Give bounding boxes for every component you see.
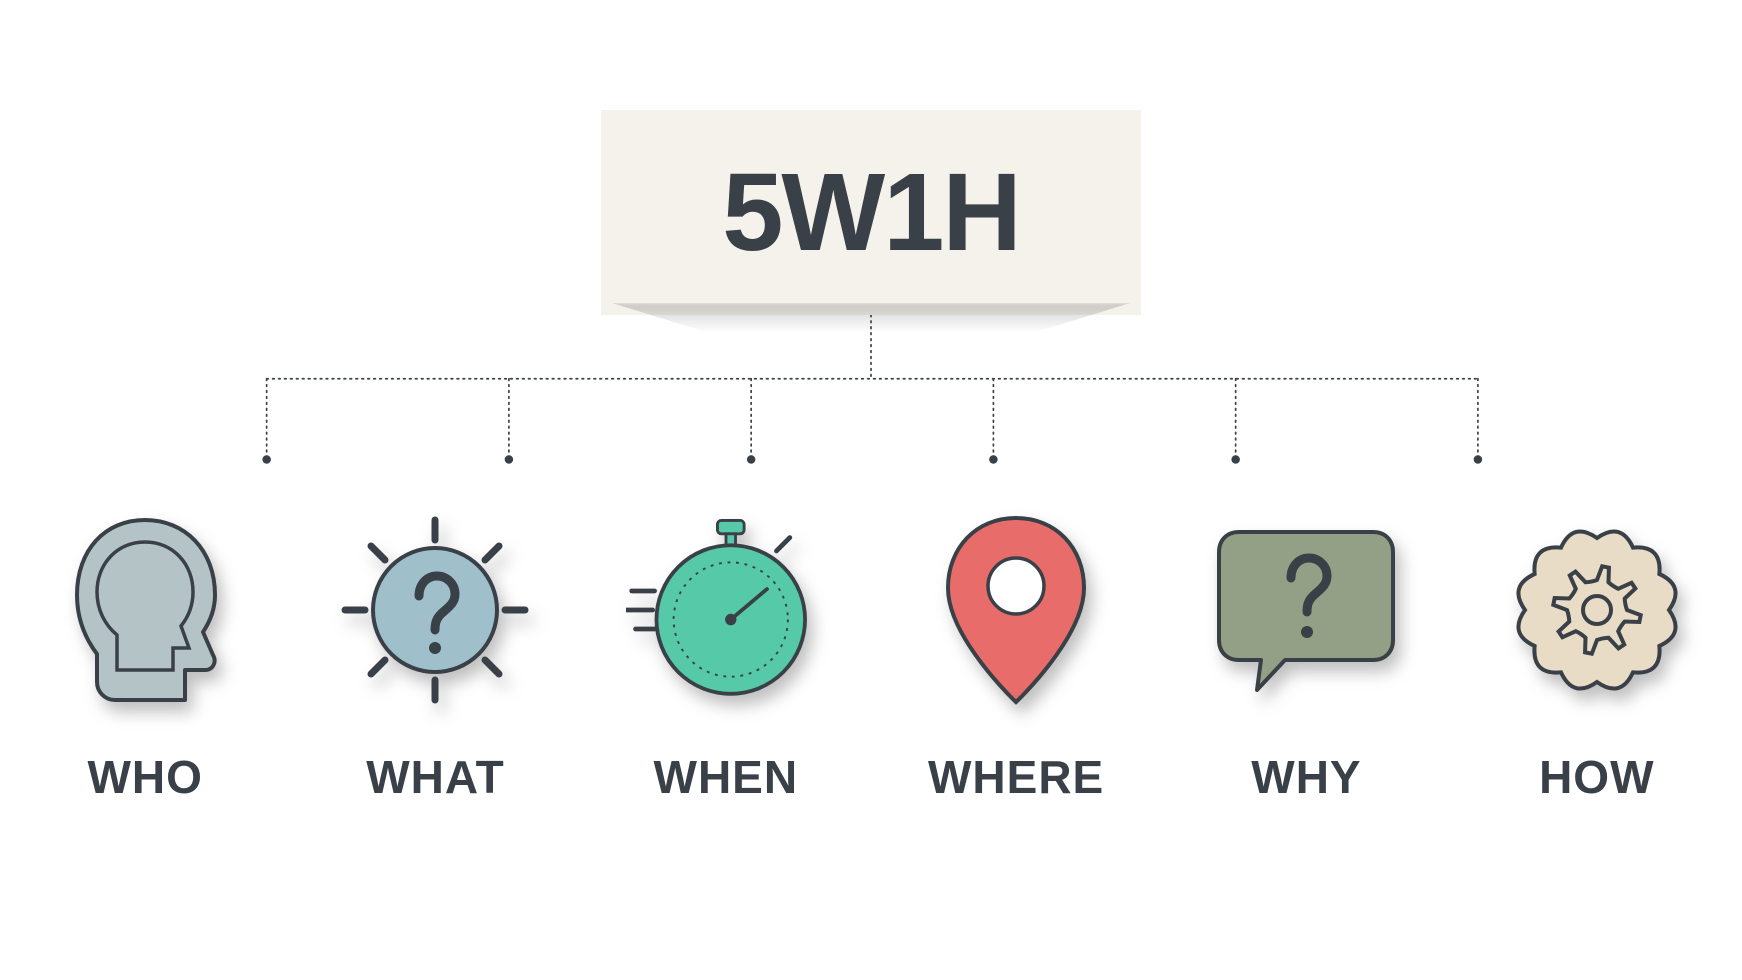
item-who: WHO bbox=[15, 510, 275, 804]
stopwatch-icon bbox=[626, 510, 826, 710]
item-what: WHAT bbox=[305, 510, 565, 804]
speech-question-icon bbox=[1206, 510, 1406, 710]
title-text: 5W1H bbox=[722, 149, 1020, 276]
item-label-how: HOW bbox=[1539, 750, 1654, 804]
connector-lines bbox=[0, 315, 1742, 485]
item-when: WHEN bbox=[596, 510, 856, 804]
item-why: WHY bbox=[1176, 510, 1436, 804]
head-profile-icon bbox=[45, 510, 245, 710]
item-label-why: WHY bbox=[1251, 750, 1361, 804]
item-label-where: WHERE bbox=[928, 750, 1104, 804]
item-label-who: WHO bbox=[87, 750, 202, 804]
compass-question-icon bbox=[335, 510, 535, 710]
map-pin-icon bbox=[916, 510, 1116, 710]
infographic-stage: 5W1H WHO bbox=[0, 0, 1742, 980]
item-label-when: WHEN bbox=[654, 750, 799, 804]
title-card: 5W1H bbox=[601, 110, 1141, 315]
item-label-what: WHAT bbox=[366, 750, 505, 804]
item-how: HOW bbox=[1467, 510, 1727, 804]
items-row: WHO bbox=[0, 510, 1742, 890]
gear-icon bbox=[1497, 510, 1697, 710]
item-where: WHERE bbox=[886, 510, 1146, 804]
